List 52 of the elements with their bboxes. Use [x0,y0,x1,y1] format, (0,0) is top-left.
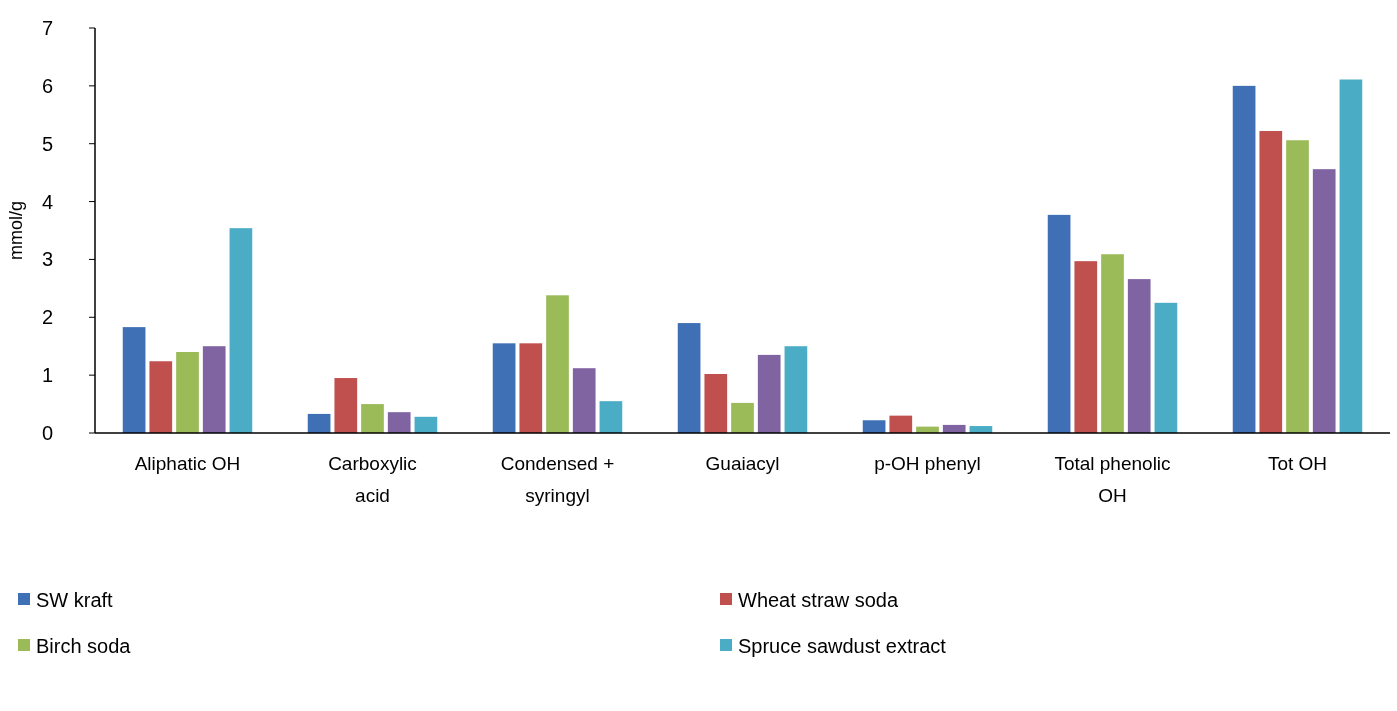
bar [599,401,623,433]
x-tick-label: Aliphatic OH [134,453,241,474]
bar [229,228,253,433]
bar [176,352,199,433]
bar [1047,214,1071,433]
bar [1339,79,1363,433]
bar [731,402,754,433]
bar [862,420,886,433]
bar [784,346,808,433]
y-axis-title: mmol/g [6,200,26,261]
bar [1101,254,1124,433]
bar [572,368,596,433]
legend-label: SW kraft [36,589,114,611]
y-tick-label: 2 [41,306,53,329]
bar [1232,85,1256,433]
bar [1127,279,1151,433]
bar [1312,169,1336,433]
legend-label: Spruce sawdust extract [738,635,947,657]
bar [704,373,728,433]
bar [202,346,226,433]
bar [1286,140,1309,433]
bar [677,323,701,433]
x-tick-label: Condensed + syringyl [500,453,615,506]
bar [149,361,173,433]
y-tick-label: 4 [41,190,53,213]
x-tick-label: Guaiacyl [705,453,780,474]
bar [1259,130,1283,433]
x-tick-label: Tot OH [1267,453,1328,474]
y-tick-label: 7 [41,17,53,39]
bar [122,327,146,433]
x-tick-label: p-OH phenyl [874,453,981,474]
bar [307,413,331,433]
bar [492,343,516,433]
bar [1074,261,1098,433]
bar [361,404,384,433]
x-tick-label: Total phenolic OH [1054,453,1171,506]
bar [334,378,358,433]
y-tick-label: 5 [41,132,53,155]
bar [414,416,438,433]
bar [387,412,411,433]
legend-label: Birch soda [36,635,132,657]
y-tick-label: 6 [41,74,53,97]
bar [1154,302,1178,433]
y-tick-label: 0 [41,422,53,444]
bar [519,343,543,433]
bar [757,354,781,433]
y-tick-label: 3 [41,248,53,271]
y-tick-label: 1 [41,364,53,387]
bar [546,295,569,433]
legend-label: Wheat straw soda [738,589,899,611]
bar [889,415,913,433]
x-tick-label: Carboxylic acid [328,453,417,506]
